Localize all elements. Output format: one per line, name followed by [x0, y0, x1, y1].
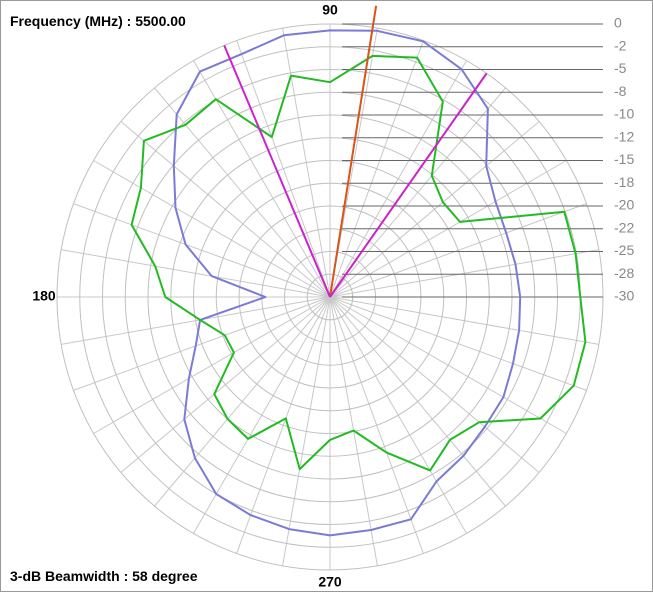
ring-label: -2: [614, 37, 627, 53]
ring-label: -5: [614, 60, 627, 76]
ring-label: -12: [614, 128, 634, 144]
ring-label: -10: [614, 106, 634, 122]
direction-line: [223, 44, 331, 298]
pattern-line: [172, 29, 522, 537]
frequency-text: Frequency (MHz) : 5500.00: [10, 13, 186, 29]
angle-label: 270: [318, 574, 342, 590]
ring-label: -25: [614, 242, 634, 258]
ring-label: -15: [614, 151, 634, 167]
plot: [130, 5, 587, 537]
ring-label: -18: [614, 174, 634, 190]
angle-label: 90: [322, 2, 338, 18]
beamwidth-value: 58: [132, 568, 148, 584]
ring-label: -30: [614, 288, 634, 304]
ring-label: -22: [614, 219, 634, 235]
ring-label: -8: [614, 83, 627, 99]
angle-label: 180: [32, 288, 56, 304]
ring-label: 0: [614, 15, 622, 31]
ring-label: -28: [614, 265, 634, 281]
beamwidth-label: 3-dB Beamwidth :: [10, 568, 128, 584]
pattern-line: [130, 54, 587, 472]
frequency-value: 5500.00: [135, 13, 186, 29]
beamwidth-text: 3-dB Beamwidth : 58 degree: [10, 568, 198, 584]
beamwidth-unit: degree: [152, 568, 198, 584]
frequency-label: Frequency (MHz) :: [10, 13, 131, 29]
direction-line: [329, 72, 488, 298]
ring-label: -20: [614, 197, 634, 213]
direction-line: [329, 5, 378, 298]
